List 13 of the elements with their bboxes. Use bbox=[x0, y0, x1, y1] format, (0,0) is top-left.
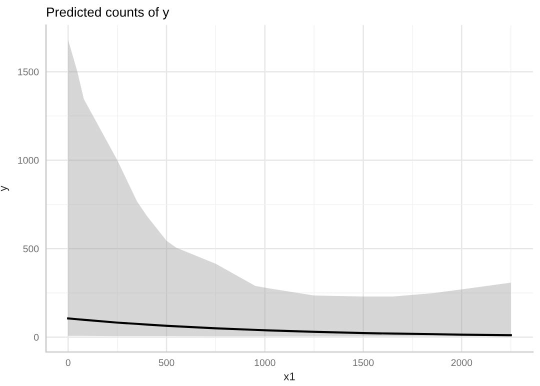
x-tick-label: 2000 bbox=[451, 359, 472, 366]
line-series bbox=[67, 317, 512, 336]
y-axis-title: y bbox=[0, 186, 10, 192]
y-tick-label: 0 bbox=[34, 334, 39, 341]
x-axis-title: x1 bbox=[284, 372, 295, 380]
x-tick-label: 500 bbox=[158, 359, 174, 366]
y-tick-label: 1000 bbox=[18, 156, 39, 164]
y-tick-label: 500 bbox=[23, 245, 39, 252]
x-tick-label: 1000 bbox=[254, 359, 276, 366]
x-tick-label: 0 bbox=[66, 359, 70, 366]
y-tick-label: 1500 bbox=[18, 68, 39, 76]
x-tick-label: 1500 bbox=[353, 359, 374, 366]
chart-title: Predicted counts of y bbox=[47, 7, 170, 20]
